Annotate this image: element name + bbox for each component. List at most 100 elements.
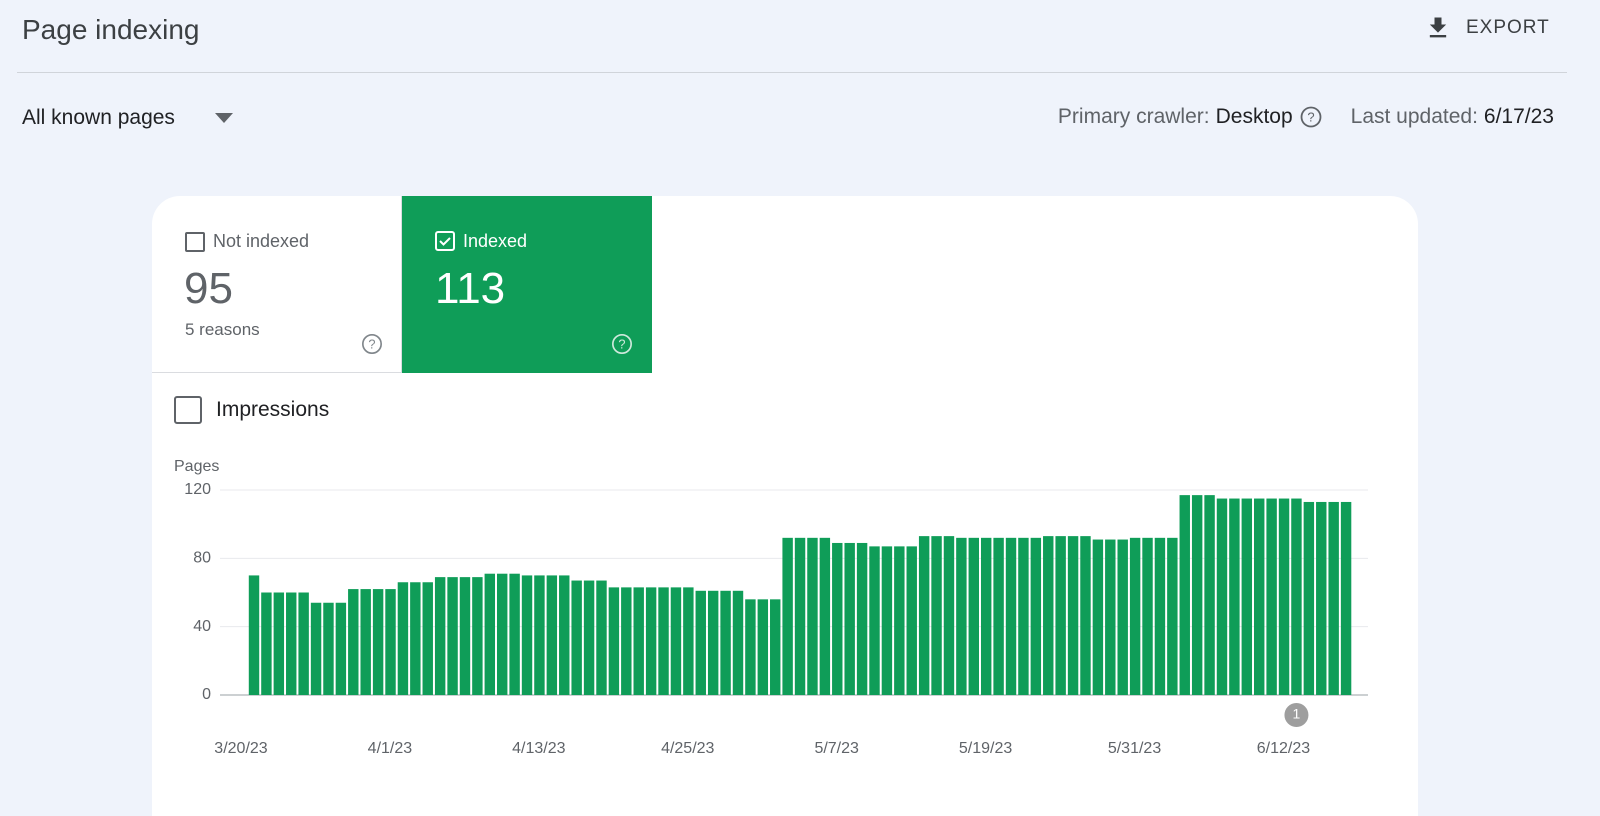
bar <box>931 536 942 695</box>
bar <box>1316 501 1327 695</box>
bar <box>310 602 322 695</box>
bar <box>596 580 607 695</box>
bar <box>695 590 706 695</box>
toggle-label: Impressions <box>216 398 330 421</box>
x-tick-label: 4/13/23 <box>512 740 565 757</box>
bar <box>1005 537 1017 695</box>
bar <box>1055 536 1066 695</box>
bar <box>1303 501 1315 695</box>
bar <box>956 537 967 695</box>
dropdown-arrow <box>214 113 233 123</box>
bar <box>1080 536 1091 695</box>
bar <box>707 590 719 695</box>
help-icon: ? <box>362 334 382 354</box>
impressions-toggle[interactable]: Impressions <box>174 396 329 424</box>
bar <box>372 589 384 695</box>
x-tick-label: 6/12/23 <box>1257 740 1310 757</box>
bar <box>472 577 483 695</box>
updated-label: Last updated: <box>1350 105 1478 128</box>
bar <box>856 542 868 695</box>
bar <box>1129 537 1141 695</box>
bar <box>881 546 893 695</box>
bar <box>1191 495 1203 695</box>
bar <box>1340 501 1352 695</box>
bar <box>484 573 496 695</box>
scope-label: All known pages <box>22 106 175 129</box>
indexed-card[interactable]: Indexed 113 ? <box>402 196 652 373</box>
x-tick-label: 5/7/23 <box>814 740 859 757</box>
bar <box>918 536 930 695</box>
bar <box>323 602 334 695</box>
bar <box>608 587 620 695</box>
bar <box>534 575 545 695</box>
checkbox <box>185 232 205 252</box>
bar <box>546 575 558 695</box>
bar <box>720 590 731 695</box>
bar <box>745 599 756 695</box>
bar <box>1266 498 1277 695</box>
bar <box>1278 498 1290 695</box>
bar <box>807 537 818 695</box>
bar <box>248 575 260 695</box>
bar <box>360 589 371 695</box>
bar <box>1204 495 1215 695</box>
bar <box>348 589 359 695</box>
svg-text:?: ? <box>1307 109 1314 124</box>
bar <box>943 536 955 695</box>
bar <box>894 546 905 695</box>
x-tick-label: 4/1/23 <box>368 740 413 757</box>
y-tick-label: 40 <box>193 618 211 635</box>
bar <box>496 573 508 695</box>
y-axis-label: Pages <box>174 458 219 475</box>
bar <box>770 599 781 695</box>
bar <box>819 537 831 695</box>
y-tick-label: 120 <box>184 481 211 498</box>
bar <box>1092 539 1104 695</box>
bar <box>397 582 409 695</box>
x-tick-label: 3/20/23 <box>214 740 267 757</box>
annotation-label: 1 <box>1293 706 1301 722</box>
svg-text:?: ? <box>368 336 375 351</box>
not-indexed-card[interactable]: Not indexed 95 5 reasons ? <box>152 196 402 373</box>
bar <box>298 592 309 695</box>
bar <box>844 542 855 695</box>
export-button[interactable]: EXPORT <box>1424 14 1550 42</box>
scope-dropdown[interactable]: All known pages <box>22 106 233 130</box>
bar <box>732 590 744 695</box>
bar <box>1043 536 1054 695</box>
y-tick-label: 0 <box>202 686 211 703</box>
bar <box>832 542 843 695</box>
bar <box>1254 498 1265 695</box>
card-label: Indexed <box>463 231 528 251</box>
bar <box>261 592 272 695</box>
page: Page indexing EXPORT All known pages Pri… <box>17 14 1567 816</box>
bar <box>645 587 657 695</box>
bar <box>583 580 595 695</box>
bar <box>670 587 682 695</box>
bar <box>1291 498 1302 695</box>
bar <box>410 582 421 695</box>
annotation-marker <box>1284 703 1309 727</box>
divider <box>17 72 1567 73</box>
bar <box>1105 539 1116 695</box>
bar <box>1229 498 1240 695</box>
help-icon[interactable]: ? <box>1299 105 1323 129</box>
bar <box>447 577 458 695</box>
x-tick-label: 5/19/23 <box>959 740 1012 757</box>
bar <box>459 577 471 695</box>
bar <box>286 592 297 695</box>
bar <box>683 587 694 695</box>
bar <box>1167 537 1178 695</box>
bar <box>335 602 347 695</box>
bar <box>1030 537 1042 695</box>
bar <box>968 537 979 695</box>
bar <box>434 577 446 695</box>
bar <box>633 587 644 695</box>
bar <box>869 546 880 695</box>
bar <box>980 537 992 695</box>
checkbox-checked <box>435 231 455 251</box>
bar <box>1117 539 1128 695</box>
bar <box>571 580 582 695</box>
chart: Pages 0 40 80 120 3/20/23 4/1/23 4/13/23 4/25/2… <box>174 458 1368 757</box>
bar <box>1142 537 1153 695</box>
